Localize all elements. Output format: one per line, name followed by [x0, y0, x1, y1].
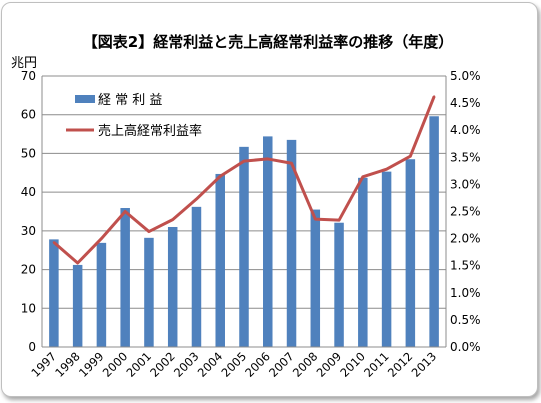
y-left-unit: 兆円: [11, 56, 37, 71]
x-tick-label: 2012: [385, 349, 416, 380]
line-point: [195, 197, 198, 201]
x-tick-label: 2010: [337, 349, 368, 380]
bar: [144, 237, 154, 347]
x-tick-label: 2000: [100, 349, 131, 380]
x-tick-label: 2003: [171, 349, 202, 380]
y-right-tick-label: 3.5%: [450, 150, 481, 164]
y-right-tick-label: 1.0%: [450, 286, 481, 300]
line-point: [123, 210, 127, 213]
y-right-tick-label: 0.0%: [450, 340, 481, 354]
bar: [167, 226, 178, 347]
y-left-tick-label: 50: [21, 146, 36, 160]
line-point: [242, 159, 246, 163]
x-tick-label: 2011: [361, 349, 392, 380]
line-point: [147, 230, 151, 233]
chart-frame: 【図表2】経常利益と売上高経常利益率の推移（年度） 兆円 0 10 20 30 40 50…: [1, 2, 538, 397]
y-left-tick-label: 70: [21, 69, 36, 83]
x-tick-label: 2002: [147, 349, 178, 380]
bar: [286, 139, 297, 347]
bar: [334, 222, 344, 347]
bar: [96, 242, 107, 347]
line-series: [52, 95, 436, 265]
line-point: [290, 162, 293, 165]
chart-svg: 【図表2】経常利益と売上高経常利益率の推移（年度） 兆円 0 10 20 30 40 50…: [11, 33, 481, 380]
x-tick-label: 2005: [219, 349, 250, 380]
y-left-tick-label: 40: [21, 185, 36, 199]
x-tick-label: 1999: [76, 349, 107, 380]
line-point: [432, 95, 436, 98]
line-point: [100, 237, 103, 240]
y-right-tick-label: 5.0%: [450, 69, 481, 83]
bar-series: [49, 116, 439, 348]
y-left-tick-label: 30: [21, 224, 36, 238]
bar: [191, 206, 202, 347]
y-left-tick-label: 0: [28, 340, 36, 354]
x-tick-label: 1998: [52, 349, 83, 380]
bar: [49, 239, 59, 347]
bar: [358, 177, 368, 347]
bar: [120, 208, 130, 347]
y-right-tick-label: 2.5%: [450, 205, 481, 219]
y-right-tick-label: 0.5%: [450, 313, 481, 327]
y-right-tick-label: 2.0%: [450, 232, 481, 246]
y-right-tick-label: 1.5%: [450, 259, 481, 273]
line-point: [385, 168, 388, 171]
bar: [381, 171, 392, 347]
legend-bar-swatch: [75, 95, 95, 103]
x-tick-label: 2006: [242, 349, 273, 380]
y-right-tick-label: 4.0%: [450, 123, 481, 137]
x-tick-label: 2008: [290, 349, 321, 380]
line-point: [361, 175, 365, 179]
line-point: [266, 157, 269, 161]
legend-bar-label: 経 常 利 益: [98, 93, 162, 108]
line-point: [76, 261, 79, 265]
bar: [215, 173, 225, 347]
x-tick-label: 2013: [409, 349, 440, 380]
bar: [405, 159, 416, 347]
y-left-tick-label: 10: [21, 301, 36, 315]
bar: [239, 146, 249, 347]
x-tick-label: 2007: [266, 349, 297, 380]
line-point: [52, 241, 56, 244]
y-right-tick-label: 4.5%: [450, 96, 481, 110]
line-point: [314, 217, 317, 221]
bar: [429, 116, 439, 348]
bar: [263, 136, 273, 347]
x-tick-label: 2001: [123, 349, 154, 380]
x-tick-label: 2009: [314, 349, 345, 380]
line-point: [219, 175, 222, 178]
legend: 経 常 利 益 売上高経常利益率: [66, 93, 202, 139]
y-right-tick-label: 3.0%: [450, 177, 481, 191]
line-point: [337, 218, 341, 222]
y-left-tick-label: 20: [21, 263, 36, 277]
y-left-tick-label: 60: [21, 108, 36, 122]
bar: [310, 209, 321, 347]
line-point: [171, 218, 174, 221]
line-point: [409, 155, 412, 158]
legend-line-label: 売上高経常利益率: [98, 123, 202, 139]
bar: [72, 264, 83, 347]
chart-title: 【図表2】経常利益と売上高経常利益率の推移（年度）: [83, 33, 453, 51]
x-tick-label: 2004: [195, 349, 226, 380]
